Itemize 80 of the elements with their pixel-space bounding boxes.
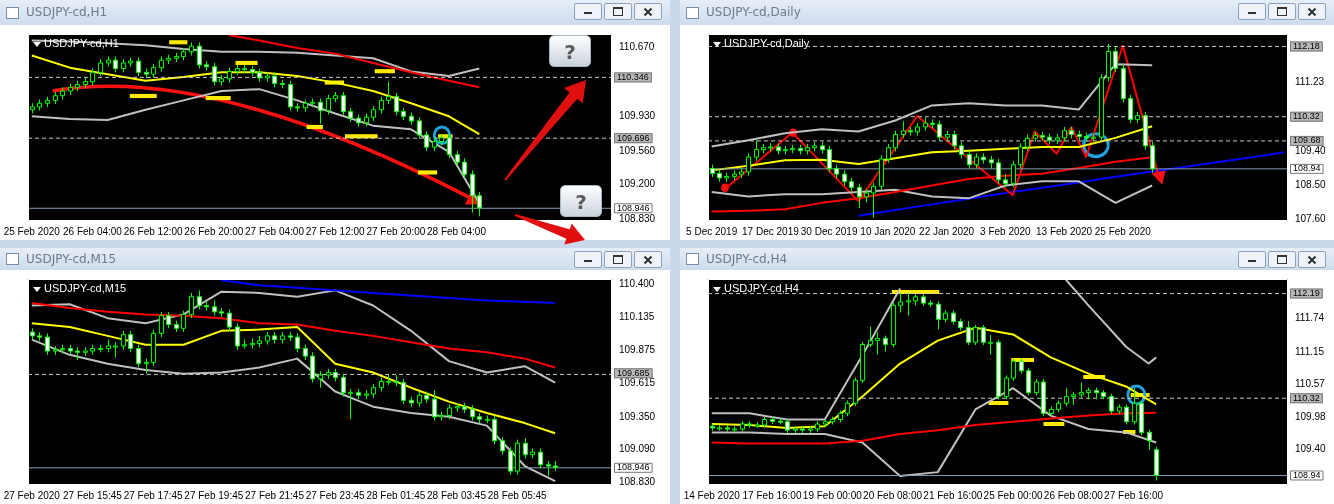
y-tick-label: 109.200 xyxy=(619,178,656,190)
x-tick-label: 3 Feb 2020 xyxy=(980,225,1032,237)
ref-line-label: 108.946 xyxy=(617,202,650,213)
y-tick-label: 110.670 xyxy=(619,40,655,52)
chart-subtitle: USDJPY-cd,M15 xyxy=(44,282,127,295)
y-tick-label: 109.40 xyxy=(1295,145,1327,157)
y-tick-label: 109.930 xyxy=(619,110,656,122)
x-tick-label: 27 Feb 19:45 xyxy=(184,489,244,501)
candlestick xyxy=(826,145,833,173)
ref-line-label: 110.32 xyxy=(1293,392,1320,403)
x-tick-label: 20 Feb 08:00 xyxy=(863,489,923,501)
x-tick-label: 27 Feb 04:00 xyxy=(245,225,305,237)
x-tick-label: 28 Feb 03:45 xyxy=(427,489,487,501)
x-tick-label: 10 Jan 2020 xyxy=(860,225,916,237)
x-tick-label: 28 Feb 05:45 xyxy=(487,489,548,501)
x-tick-label: 25 Feb 2020 xyxy=(3,225,61,237)
ref-line-label: 110.32 xyxy=(1293,111,1320,122)
x-tick-label: 27 Feb 2020 xyxy=(3,489,61,501)
x-tick-label: 26 Feb 08:00 xyxy=(1043,489,1104,501)
candlestick xyxy=(1127,94,1134,124)
speech-bubble: ? xyxy=(549,35,591,67)
y-tick-label: 110.135 xyxy=(619,311,655,323)
ref-line-label: 108.94 xyxy=(1293,469,1321,480)
x-tick-label: 19 Feb 00:00 xyxy=(802,489,863,501)
y-tick-label: 109.350 xyxy=(619,410,656,422)
y-tick-label: 111.23 xyxy=(1295,76,1325,88)
x-tick-label: 26 Feb 12:00 xyxy=(123,225,184,237)
chart-subtitle: USDJPY-cd,H4 xyxy=(724,282,799,295)
x-tick-label: 26 Feb 20:00 xyxy=(184,225,244,237)
x-tick-label: 5 Dec 2019 xyxy=(686,225,738,237)
y-tick-label: 110.400 xyxy=(619,277,655,289)
chart-subtitle: USDJPY-cd,Daily xyxy=(724,37,810,50)
chart-title: USDJPY-cd,M15 xyxy=(26,252,117,266)
candlestick xyxy=(885,143,892,164)
speech-bubble: ? xyxy=(560,185,602,217)
x-tick-label: 22 Jan 2020 xyxy=(919,225,975,237)
ref-line-label: 109.68 xyxy=(1293,135,1321,146)
x-tick-label: 28 Feb 01:45 xyxy=(366,489,426,501)
x-tick-label: 27 Feb 12:00 xyxy=(305,225,366,237)
ref-line-label: 109.685 xyxy=(617,367,650,378)
x-tick-label: 25 Feb 2020 xyxy=(1094,225,1152,237)
y-tick-label: 109.090 xyxy=(619,443,656,455)
x-tick-label: 27 Feb 17:45 xyxy=(123,489,184,501)
chart-title: USDJPY-cd,H4 xyxy=(706,252,788,266)
x-tick-label: 17 Feb 16:00 xyxy=(742,489,802,501)
y-tick-label: 108.830 xyxy=(619,476,656,488)
y-tick-label: 109.615 xyxy=(619,377,656,389)
y-tick-label: 107.60 xyxy=(1295,213,1327,225)
ref-line-label: 110.346 xyxy=(617,71,649,82)
x-tick-label: 25 Feb 00:00 xyxy=(983,489,1043,501)
x-tick-label: 26 Feb 04:00 xyxy=(63,225,123,237)
candlestick xyxy=(753,139,760,162)
y-tick-label: 109.560 xyxy=(619,144,656,156)
x-tick-label: 14 Feb 2020 xyxy=(683,489,741,501)
y-tick-label: 111.74 xyxy=(1295,312,1325,324)
ref-line-label: 108.94 xyxy=(1293,163,1321,174)
y-tick-label: 109.40 xyxy=(1295,443,1327,455)
ref-line-label: 112.18 xyxy=(1293,40,1320,51)
y-tick-label: 108.830 xyxy=(619,212,656,224)
y-tick-label: 108.50 xyxy=(1295,179,1327,191)
x-tick-label: 27 Feb 23:45 xyxy=(305,489,366,501)
x-tick-label: 21 Feb 16:00 xyxy=(923,489,983,501)
y-tick-label: 111.15 xyxy=(1295,345,1325,357)
x-tick-label: 30 Dec 2019 xyxy=(800,225,858,237)
x-tick-label: 27 Feb 20:00 xyxy=(366,225,426,237)
x-tick-label: 17 Dec 2019 xyxy=(742,225,800,237)
x-tick-label: 27 Feb 15:45 xyxy=(63,489,123,501)
x-tick-label: 13 Feb 2020 xyxy=(1035,225,1093,237)
x-tick-label: 27 Feb 21:45 xyxy=(245,489,305,501)
chart-title: USDJPY-cd,Daily xyxy=(706,5,801,19)
candlestick xyxy=(1098,73,1105,142)
y-tick-label: 110.57 xyxy=(1295,377,1326,389)
chart-title: USDJPY-cd,H1 xyxy=(26,5,108,19)
y-tick-label: 109.875 xyxy=(619,344,656,356)
ref-line-label: 108.946 xyxy=(617,462,650,473)
ref-line-label: 109.696 xyxy=(617,132,650,143)
ref-line-label: 112.19 xyxy=(1293,288,1320,299)
y-tick-label: 109.98 xyxy=(1295,411,1327,423)
x-tick-label: 28 Feb 04:00 xyxy=(427,225,487,237)
x-tick-label: 27 Feb 16:00 xyxy=(1104,489,1164,501)
